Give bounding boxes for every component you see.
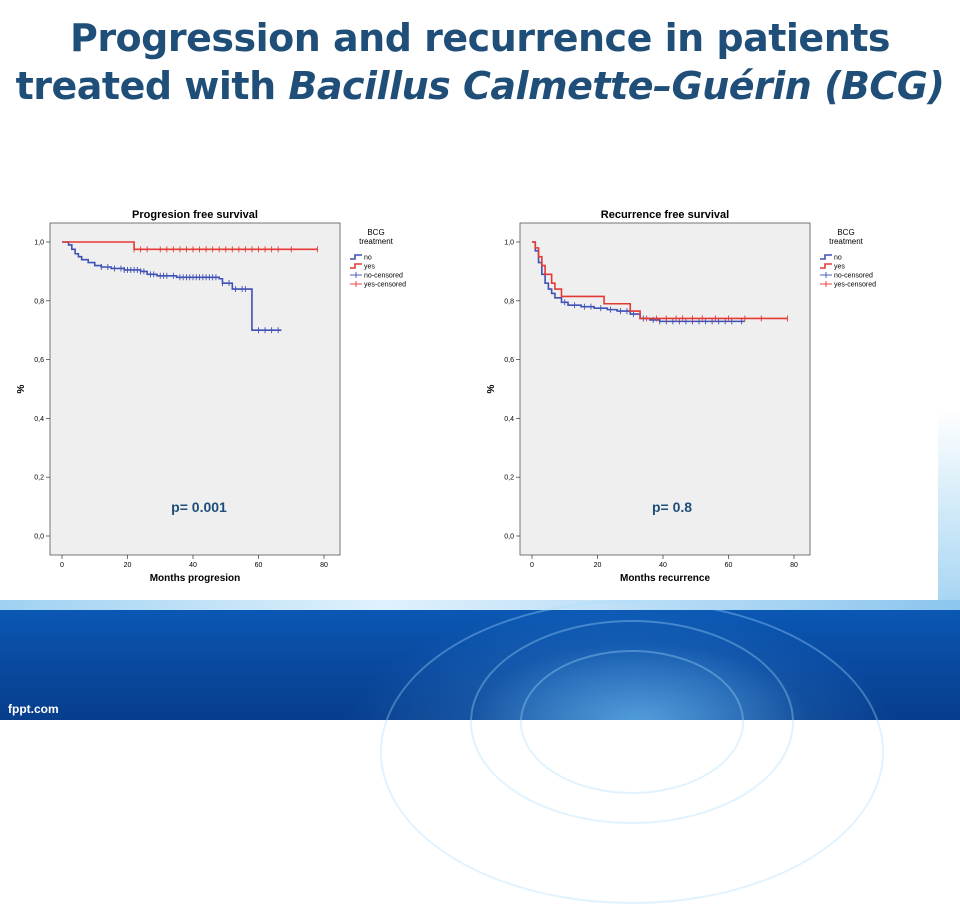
y-tick-label: 0,0 (34, 534, 44, 541)
y-tick-label: 0,4 (34, 416, 44, 423)
legend-label-yes-censored: yes-censored (834, 282, 876, 289)
side-decoration (938, 410, 960, 600)
p-value-annotation: p= 0.8 (652, 499, 692, 515)
chart-title: Progresion free survival (132, 209, 258, 221)
legend-label-yes-censored: yes-censored (364, 282, 406, 289)
y-tick-label: 0,2 (504, 475, 514, 482)
x-tick-label: 60 (725, 562, 733, 569)
legend-swatch-no (350, 254, 362, 260)
x-axis-label: Months recurrence (620, 573, 710, 584)
y-tick-label: 1,0 (34, 240, 44, 247)
x-tick-label: 0 (530, 562, 534, 569)
series-yes-line (532, 241, 788, 320)
y-axis-label: % (16, 384, 27, 393)
footer-wave-3 (380, 600, 884, 904)
title-line-2: treated with Bacillus Calmette–Guérin (B… (0, 62, 960, 110)
legend-swatch-yes (350, 263, 362, 269)
x-tick-label: 20 (594, 562, 602, 569)
slide-title: Progression and recurrence in patients t… (0, 14, 960, 110)
recurrence-free-survival-chart: Recurrence free survival 0,0 0,2 0,4 0,6 0,8 1… (486, 209, 876, 584)
legend-label-no-censored: no-censored (834, 273, 873, 280)
legend-label-no-censored: no-censored (364, 273, 403, 280)
y-tick-label: 0,0 (504, 534, 514, 541)
title-line-2-prefix: treated with (15, 64, 289, 108)
x-tick-label: 80 (790, 562, 798, 569)
legend-title-line2: treatment (829, 237, 864, 246)
legend-title-line2: treatment (359, 237, 394, 246)
footer-strip (0, 600, 960, 610)
p-value-annotation: p= 0.001 (171, 499, 227, 515)
legend-swatch-no (820, 254, 832, 260)
x-tick-label: 0 (60, 562, 64, 569)
progression-free-survival-chart: Progresion free survival 0,0 0,2 0,4 0,6 0,8 1… (16, 209, 406, 584)
y-tick-label: 0,6 (504, 357, 514, 364)
y-tick-label: 0,6 (34, 357, 44, 364)
plot-area (519, 222, 811, 556)
y-axis-label: % (486, 384, 497, 393)
footer-brand: fppt.com (8, 702, 59, 716)
legend-title-line1: BCG (367, 228, 384, 237)
legend-label-no: no (834, 255, 842, 262)
y-tick-label: 1,0 (504, 240, 514, 247)
legend-title-line1: BCG (837, 228, 854, 237)
y-tick-label: 0,2 (34, 475, 44, 482)
y-tick-label: 0,4 (504, 416, 514, 423)
legend-swatch-yes (820, 263, 832, 269)
legend-label-no: no (364, 255, 372, 262)
title-line-2-italic: Bacillus Calmette–Guérin (BCG) (288, 64, 945, 108)
footer-band (0, 600, 960, 904)
x-tick-label: 20 (124, 562, 132, 569)
x-tick-label: 40 (189, 562, 197, 569)
x-axis-label: Months progresion (150, 573, 241, 584)
x-tick-label: 60 (255, 562, 263, 569)
legend-label-yes: yes (834, 264, 845, 271)
y-tick-label: 0,8 (504, 298, 514, 305)
legend-label-yes: yes (364, 264, 375, 271)
chart-title: Recurrence free survival (601, 209, 729, 221)
x-tick-label: 40 (659, 562, 667, 569)
x-tick-label: 80 (320, 562, 328, 569)
title-line-1: Progression and recurrence in patients (69, 16, 891, 60)
series-no-line (62, 241, 282, 331)
y-tick-label: 0,8 (34, 298, 44, 305)
plot-area (49, 222, 341, 556)
